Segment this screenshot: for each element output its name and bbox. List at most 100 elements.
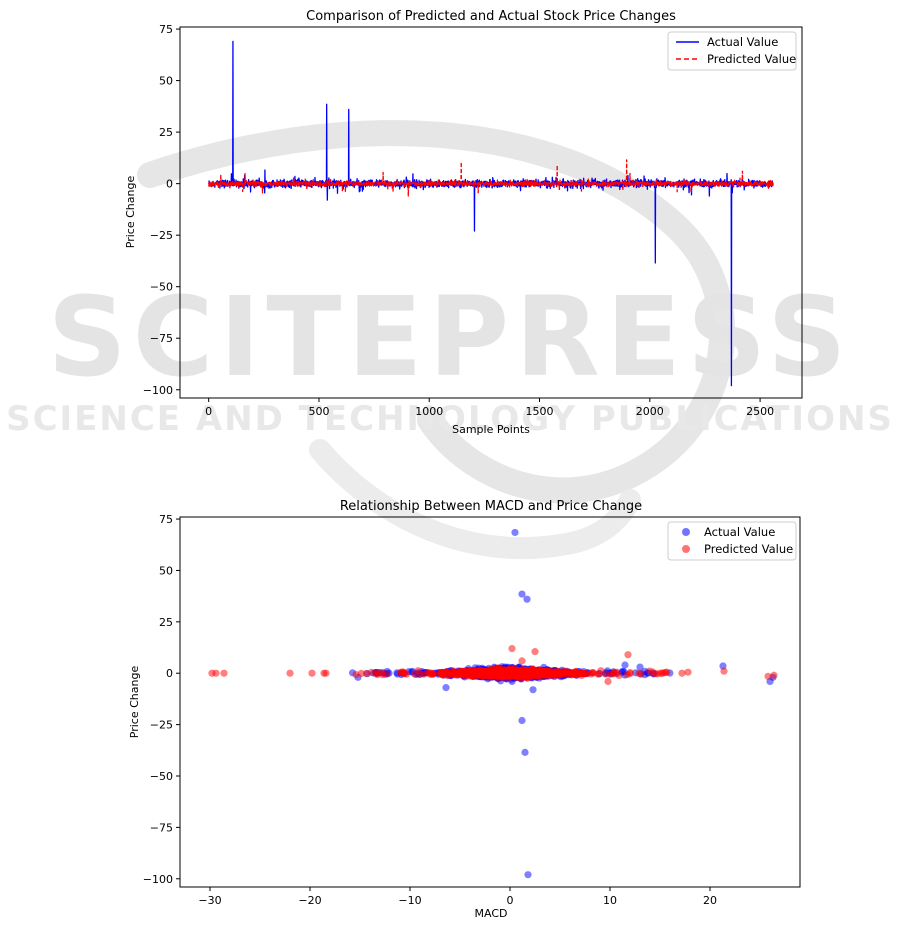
- predicted-value-point: [483, 670, 491, 678]
- predicted-value-point: [212, 669, 220, 677]
- predicted-value-point: [427, 670, 435, 679]
- x-axis-label: MACD: [475, 907, 508, 920]
- chart-title: Comparison of Predicted and Actual Stock…: [306, 9, 676, 24]
- x-tick-label: 10: [603, 894, 617, 907]
- actual-value-point: [511, 528, 519, 537]
- predicted-value-point: [437, 670, 446, 678]
- legend-box: [667, 31, 797, 71]
- legend-actual-marker: [682, 528, 690, 536]
- x-tick-label: 2500: [746, 405, 774, 418]
- predicted-value-point: [477, 669, 485, 678]
- y-axis-label: Price Change: [124, 176, 137, 249]
- x-tick-label: −20: [298, 894, 321, 907]
- predicted-value-point: [492, 669, 500, 677]
- predicted-value-point: [626, 668, 634, 677]
- actual-value-point: [621, 661, 629, 669]
- x-axis-label: Sample Points: [452, 423, 530, 436]
- watermark-swoosh-lower: [309, 439, 641, 560]
- predicted-value-point: [373, 669, 381, 677]
- y-tick-label: −50: [150, 770, 173, 783]
- watermark: SCITEPRESS SCIENCE AND TECHNOLOGY PUBLIC…: [6, 120, 892, 560]
- actual-value-point: [521, 748, 529, 756]
- predicted-value-point: [602, 670, 610, 678]
- series-lines: [208, 40, 774, 387]
- predicted-value-point: [651, 670, 660, 678]
- scatter-chart: Relationship Between MACD and Price Chan…: [128, 499, 801, 920]
- actual-value-point: [523, 595, 531, 603]
- x-tick-label: 20: [703, 894, 717, 907]
- x-tick-label: 1500: [526, 405, 554, 418]
- x-axis: −30 −20 −10 0 10 20: [198, 887, 717, 907]
- y-tick-label: −50: [150, 281, 173, 294]
- predicted-value-point: [720, 667, 728, 675]
- predicted-value-point: [518, 657, 526, 665]
- predicted-value-point: [367, 668, 376, 676]
- predicted-value-point: [420, 670, 428, 678]
- watermark-main-text: SCITEPRESS: [47, 273, 852, 401]
- legend-box: [667, 521, 797, 561]
- watermark-swoosh: [137, 120, 736, 504]
- predicted-value-point: [645, 667, 654, 675]
- predicted-value-point: [531, 648, 539, 656]
- legend: Actual Value Predicted Value: [667, 521, 797, 561]
- y-tick-label: 50: [159, 75, 173, 88]
- x-tick-label: 0: [205, 405, 212, 418]
- x-tick-label: −30: [198, 894, 221, 907]
- predicted-value-point: [515, 669, 523, 677]
- y-tick-label: −75: [150, 332, 173, 345]
- predicted-value-point: [594, 670, 602, 678]
- y-tick-label: 50: [159, 564, 173, 577]
- x-axis: 0 500 1000 1500 2000 2500: [205, 398, 774, 418]
- y-tick-label: 25: [159, 616, 173, 629]
- plot-area: [179, 26, 803, 399]
- predicted-value-point: [308, 669, 316, 677]
- actual-value-point: [442, 684, 450, 692]
- predicted-value-point: [678, 669, 686, 677]
- predicted-value-point: [352, 670, 360, 679]
- actual-value-point: [524, 871, 532, 879]
- y-tick-label: 0: [166, 178, 173, 191]
- legend: Actual Value Predicted Value: [667, 31, 797, 71]
- line-chart: Comparison of Predicted and Actual Stock…: [124, 9, 803, 436]
- predicted-value-point: [220, 669, 228, 677]
- legend-actual-label: Actual Value: [704, 525, 775, 539]
- y-axis-label: Price Change: [128, 666, 141, 739]
- predicted-value-point: [457, 669, 465, 677]
- x-tick-label: 0: [507, 894, 514, 907]
- y-tick-label: −75: [150, 821, 173, 834]
- legend-predicted-marker: [682, 545, 690, 553]
- predicted-value-point: [770, 671, 778, 679]
- y-tick-label: 0: [166, 667, 173, 680]
- y-axis: 75 50 25 0 −25 −50 −75 −100: [143, 23, 180, 397]
- y-tick-label: 75: [159, 513, 173, 526]
- predicted-value-point: [764, 672, 772, 680]
- predicted-value-point: [525, 671, 533, 679]
- predicted-value-point: [558, 670, 566, 679]
- predicted-value-point: [467, 670, 475, 678]
- y-tick-label: 25: [159, 126, 173, 139]
- predicted-value-point: [587, 670, 595, 678]
- predicted-value-line: [208, 159, 774, 197]
- y-tick-label: −100: [143, 384, 173, 397]
- actual-value-point: [636, 663, 644, 671]
- predicted-value-point: [397, 668, 405, 676]
- actual-value-point: [518, 590, 526, 598]
- y-tick-label: −100: [143, 873, 173, 886]
- predicted-value-point: [552, 669, 561, 677]
- predicted-value-point: [499, 669, 508, 677]
- legend-actual-label: Actual Value: [707, 35, 778, 49]
- actual-value-point: [529, 686, 537, 694]
- predicted-value-point: [624, 651, 632, 659]
- y-tick-label: −25: [150, 229, 173, 242]
- legend-predicted-label: Predicted Value: [704, 542, 793, 556]
- x-tick-label: 500: [308, 405, 329, 418]
- predicted-value-point: [322, 669, 330, 677]
- predicted-value-point: [684, 668, 692, 676]
- y-tick-label: 75: [159, 23, 173, 36]
- predicted-value-point: [538, 670, 546, 678]
- y-axis: 75 50 25 0 −25 −50 −75 −100: [143, 513, 180, 886]
- predicted-value-point: [610, 668, 618, 676]
- predicted-value-point: [411, 670, 419, 678]
- x-tick-label: −10: [398, 894, 421, 907]
